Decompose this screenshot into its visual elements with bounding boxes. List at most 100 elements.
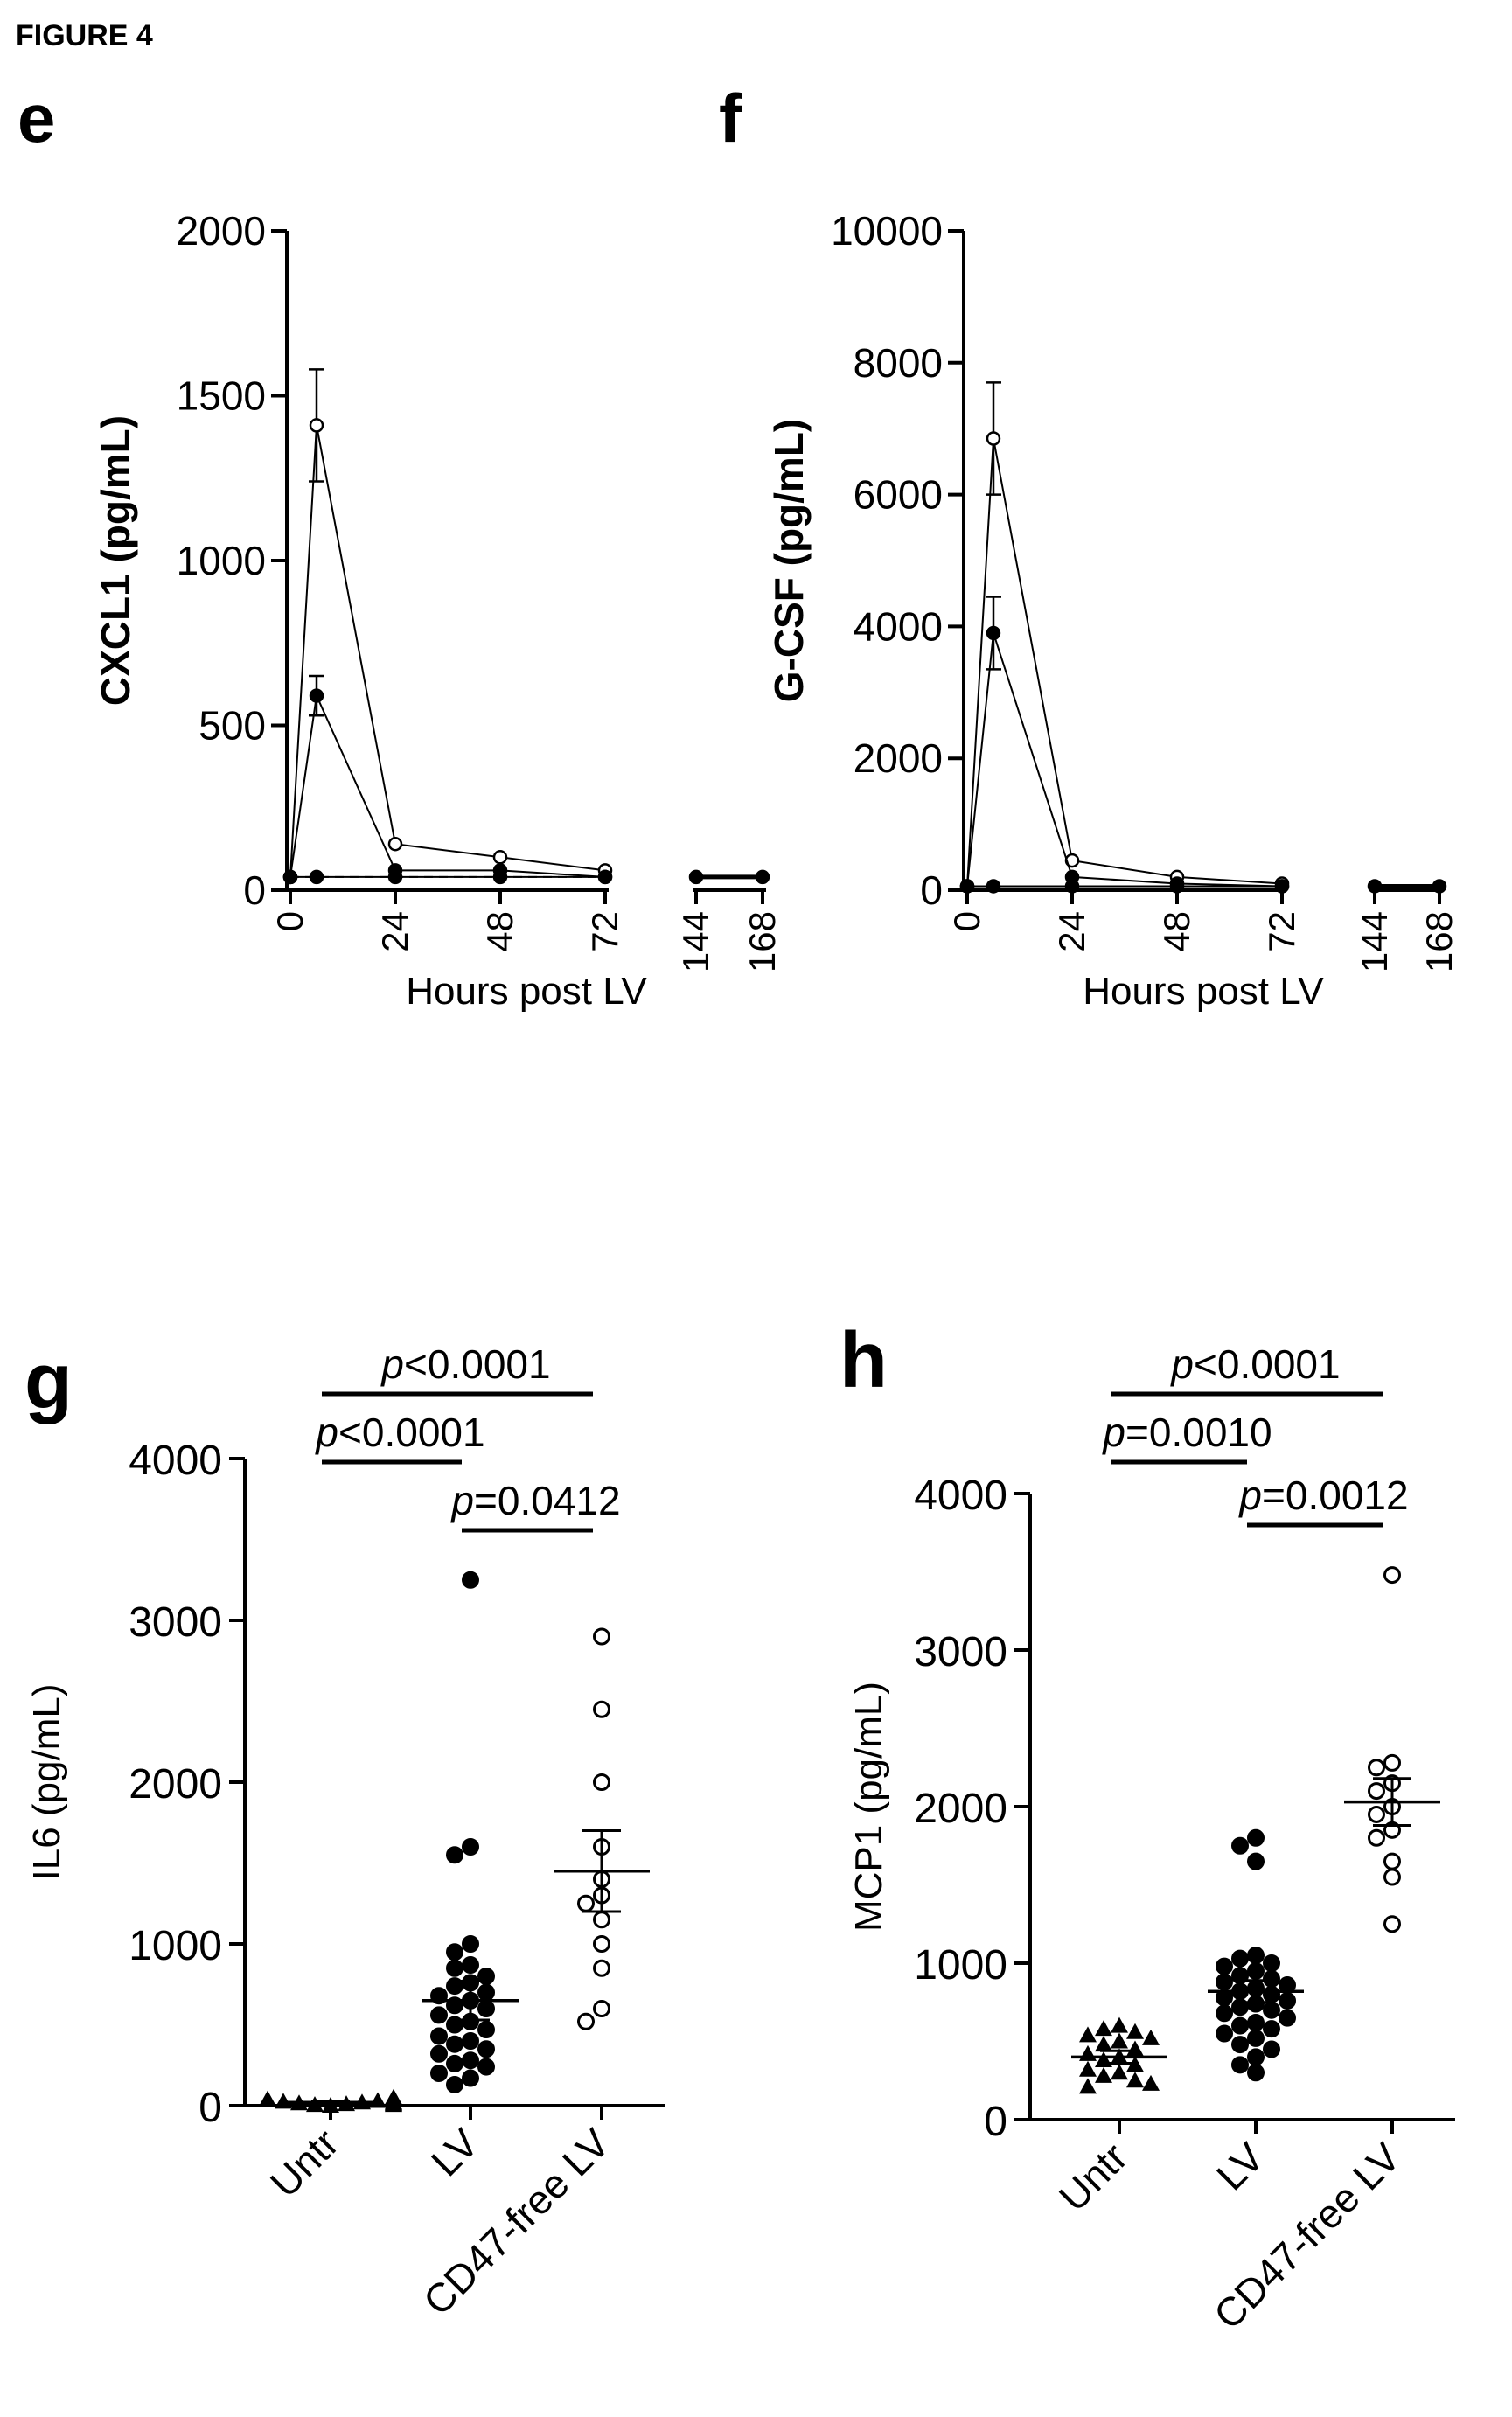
series-line-0 [289,425,606,877]
x-tick-label: 72 [584,911,625,952]
y-tick-label: 4000 [854,603,943,649]
y-tick-label: 2000 [854,735,943,781]
data-point-triangle [1142,2074,1160,2091]
data-point [593,1911,610,1929]
data-point [1216,1973,1233,1991]
data-point [1368,1782,1385,1801]
y-tick-label: 0 [243,867,266,913]
data-point [1247,1947,1265,1965]
data-point [387,836,403,852]
y-tick-label: 500 [199,703,266,749]
y-tick-label: 10000 [831,208,943,254]
x-tick-label: 144 [675,911,716,972]
data-point [1263,1985,1280,2003]
data-point [1247,2029,1265,2047]
data-point-triangle [1126,2023,1144,2039]
data-point-triangle [1079,2026,1097,2043]
category-label: LV [422,2120,487,2184]
data-point [462,2032,479,2050]
data-point [1279,1991,1296,2010]
data-point [430,2027,448,2045]
data-point [462,1571,479,1589]
figure-label: FIGURE 4 [16,19,153,52]
data-point-triangle [1111,2016,1128,2033]
y-tick-label: 0 [199,2085,222,2131]
data-point [477,2021,495,2039]
data-point [1263,1969,1280,1988]
data-point [1383,1868,1401,1886]
data-point [1432,879,1447,894]
panel-letter: e [17,80,55,157]
y-tick-label: 8000 [854,340,943,386]
data-point [1247,2048,1265,2066]
category-label: Untr [261,2120,347,2205]
x-tick-label: 0 [946,911,987,931]
data-point [446,1959,463,1977]
panel-f-chart: f 0 2000 4000 6000 8000 10000 0 24 48 72 144 168 Hour… [719,80,1460,1013]
panel-e-chart: e 0 500 1000 1500 2000 0 24 48 72 144 168 Hours post… [17,80,783,1013]
data-point [1216,1957,1233,1975]
data-point [1383,1753,1401,1772]
y-tick-label: 6000 [854,472,943,518]
p-value-label: p<0.0001 [380,1341,550,1387]
data-point-triangle [1126,2040,1144,2057]
data-point [1247,2064,1265,2082]
data-point-triangle [1095,2020,1112,2037]
y-axis-label: MCP1 (pg/mL) [847,1682,890,1932]
data-point [462,1956,479,1975]
data-point-triangle [275,2093,292,2109]
data-point [593,2000,610,2017]
p-value-label: p=0.0412 [449,1478,620,1523]
data-point-triangle [369,2092,387,2108]
y-tick-label: 1000 [129,1923,222,1969]
data-point [1216,2004,1233,2023]
data-point [477,2040,495,2058]
panel-letter: f [719,80,742,157]
data-point [462,2051,479,2070]
data-point-triangle [259,2090,276,2107]
data-point [1263,2040,1280,2058]
data-point-triangle [1095,2036,1112,2052]
data-point [1231,1836,1249,1855]
x-tick-label: 24 [1051,911,1092,952]
data-point [1383,1915,1401,1933]
data-point [1368,1805,1385,1823]
data-point [1368,1759,1385,1777]
panel-letter: h [840,1317,888,1404]
data-point [477,2000,495,2017]
y-tick-label: 0 [984,2099,1007,2145]
data-point [430,2006,448,2024]
data-point [1231,2056,1249,2074]
y-tick-label: 3000 [914,1629,1007,1675]
y-tick-label: 3000 [129,1599,222,1646]
data-point [1247,1828,1265,1847]
data-point-triangle [1079,2078,1097,2094]
data-point [593,1773,610,1791]
data-point-triangle [1142,2029,1160,2045]
x-tick-label: 48 [479,911,520,952]
data-point [430,2065,448,2082]
y-tick-label: 2000 [129,1761,222,1808]
y-tick-label: 1500 [177,373,266,419]
data-point [577,2012,595,2030]
y-tick-label: 4000 [129,1438,222,1484]
data-point-triangle [1095,2066,1112,2083]
data-point [688,869,704,885]
data-point-triangle [1111,2064,1128,2080]
panel-letter: g [24,1338,73,1425]
data-point [1247,2014,1265,2032]
data-point [430,2044,448,2063]
x-tick-label: 144 [1354,911,1395,972]
data-point [986,625,1001,641]
data-point [1367,879,1383,894]
data-point [477,2058,495,2076]
p-value-label: p=0.0012 [1237,1473,1408,1518]
x-tick-label: 168 [742,911,783,972]
y-axis-label: G-CSF (pg/mL) [766,419,812,703]
data-point [755,869,770,885]
data-point [593,1627,610,1646]
data-point-triangle [1111,2032,1128,2049]
series-line-0 [966,438,1283,887]
data-point [446,2035,463,2053]
